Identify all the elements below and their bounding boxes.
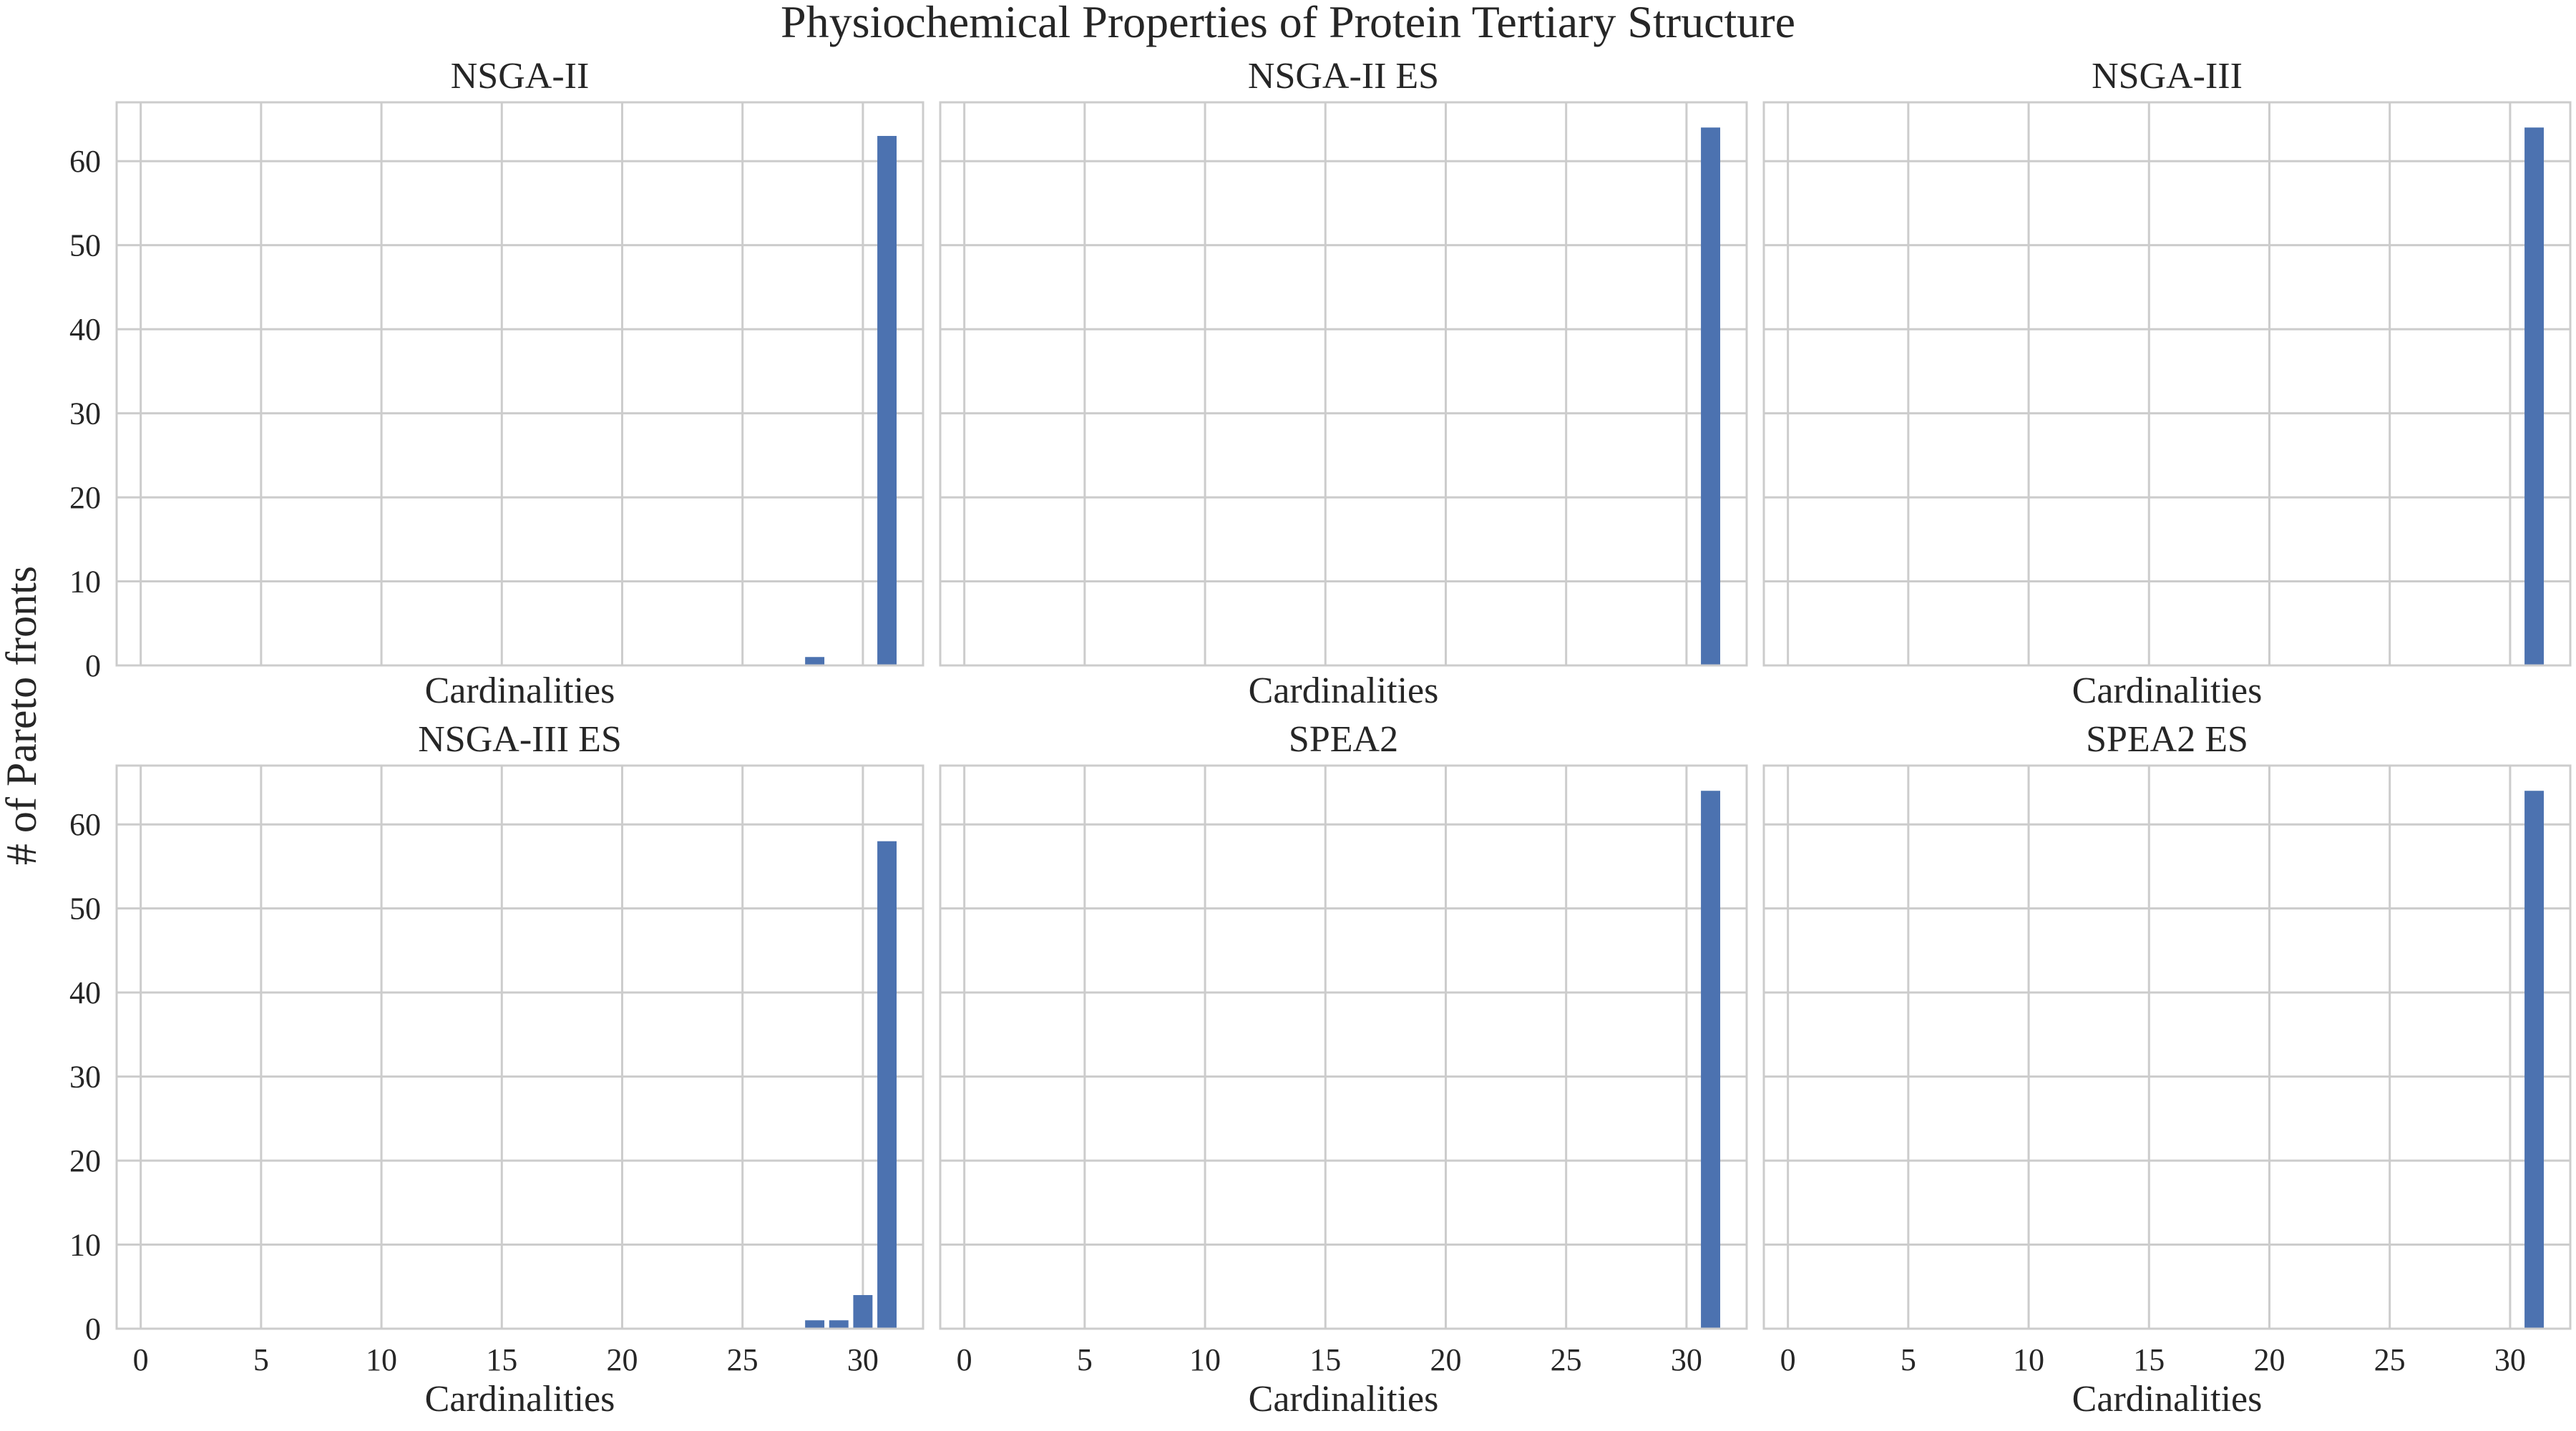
bar bbox=[2524, 791, 2544, 1329]
x-tick-label: 5 bbox=[253, 1342, 269, 1377]
x-tick-label: 15 bbox=[486, 1342, 517, 1377]
axes-frame bbox=[939, 764, 1748, 1330]
subplot-title: SPEA2 bbox=[1289, 719, 1398, 760]
bar bbox=[805, 657, 825, 665]
bar bbox=[2524, 127, 2544, 666]
x-tick-label: 10 bbox=[2013, 1342, 2044, 1377]
y-tick-label: 30 bbox=[69, 1060, 101, 1095]
axes-frame bbox=[115, 764, 924, 1330]
y-tick-label: 20 bbox=[69, 1143, 101, 1178]
x-axis-label: Cardinalities bbox=[2072, 670, 2263, 711]
bar bbox=[805, 1320, 825, 1329]
subplot: SPEA2 ES 0 5 10 15 20 25 30 Cardinalities bbox=[1762, 719, 2572, 1420]
y-tick-label: 20 bbox=[69, 480, 101, 515]
x-tick-label: 20 bbox=[606, 1342, 638, 1377]
figure-title: Physiochemical Properties of Protein Ter… bbox=[781, 0, 1795, 47]
x-tick-label: 10 bbox=[1189, 1342, 1221, 1377]
y-tick-label: 40 bbox=[69, 975, 101, 1010]
x-tick-label: 25 bbox=[727, 1342, 758, 1377]
y-tick-label: 50 bbox=[69, 228, 101, 263]
subplot: NSGA-II 0 10 20 30 40 50 60 Cardinalities bbox=[69, 56, 924, 711]
x-axis-label: Cardinalities bbox=[2072, 1379, 2263, 1420]
x-tick-label: 30 bbox=[847, 1342, 879, 1377]
x-tick-label: 25 bbox=[1551, 1342, 1582, 1377]
y-tick-label: 50 bbox=[69, 892, 101, 927]
y-tick-label: 60 bbox=[69, 807, 101, 842]
x-axis-label: Cardinalities bbox=[425, 1379, 615, 1420]
x-tick-label: 30 bbox=[2494, 1342, 2526, 1377]
y-tick-label: 40 bbox=[69, 312, 101, 347]
x-tick-label: 20 bbox=[2253, 1342, 2285, 1377]
x-axis-label: Cardinalities bbox=[1249, 1379, 1439, 1420]
axes-frame bbox=[1762, 764, 2572, 1330]
x-tick-label: 0 bbox=[133, 1342, 149, 1377]
x-tick-label: 0 bbox=[957, 1342, 972, 1377]
subplot-title: NSGA-III ES bbox=[418, 719, 622, 760]
axes-frame bbox=[1762, 101, 2572, 667]
axes-frame bbox=[115, 101, 924, 667]
y-tick-label: 60 bbox=[69, 144, 101, 179]
bar bbox=[877, 841, 897, 1329]
x-tick-label: 30 bbox=[1671, 1342, 1702, 1377]
subplot-title: NSGA-II bbox=[451, 56, 590, 97]
subplot-grid: NSGA-II0102030405060CardinalitiesNSGA-II… bbox=[69, 56, 2572, 1420]
x-axis-label: Cardinalities bbox=[1249, 670, 1439, 711]
subplot: NSGA-III ES 0 10 20 30 40 50 60 0 5 10 15 20 25 30 Card… bbox=[69, 719, 924, 1420]
axes-frame bbox=[939, 101, 1748, 667]
y-tick-label: 30 bbox=[69, 396, 101, 431]
subplot: SPEA2 0 5 10 15 20 25 30 Cardinalities bbox=[939, 719, 1748, 1420]
y-tick-label: 10 bbox=[69, 565, 101, 600]
x-tick-label: 5 bbox=[1901, 1342, 1916, 1377]
y-tick-label: 0 bbox=[85, 648, 101, 683]
x-tick-label: 10 bbox=[366, 1342, 397, 1377]
x-tick-label: 5 bbox=[1077, 1342, 1093, 1377]
y-tick-label: 0 bbox=[85, 1312, 101, 1347]
x-axis-label: Cardinalities bbox=[425, 670, 615, 711]
y-tick-label: 10 bbox=[69, 1228, 101, 1263]
figure-y-axis-label: # of Pareto fronts bbox=[0, 566, 45, 865]
x-tick-label: 15 bbox=[2133, 1342, 2165, 1377]
bar bbox=[877, 135, 897, 665]
subplot-title: NSGA-II ES bbox=[1248, 56, 1439, 97]
x-tick-label: 20 bbox=[1430, 1342, 1461, 1377]
x-tick-label: 25 bbox=[2374, 1342, 2406, 1377]
bar bbox=[829, 1320, 849, 1329]
subplot: NSGA-III Cardinalities bbox=[1762, 56, 2572, 711]
bar bbox=[1701, 127, 1720, 666]
bar bbox=[853, 1295, 873, 1329]
subplot: NSGA-II ES Cardinalities bbox=[939, 56, 1748, 711]
subplot-title: SPEA2 ES bbox=[2086, 719, 2248, 760]
subplot-title: NSGA-III bbox=[2092, 56, 2243, 97]
x-tick-label: 0 bbox=[1780, 1342, 1796, 1377]
bar bbox=[1701, 791, 1720, 1329]
x-tick-label: 15 bbox=[1309, 1342, 1341, 1377]
